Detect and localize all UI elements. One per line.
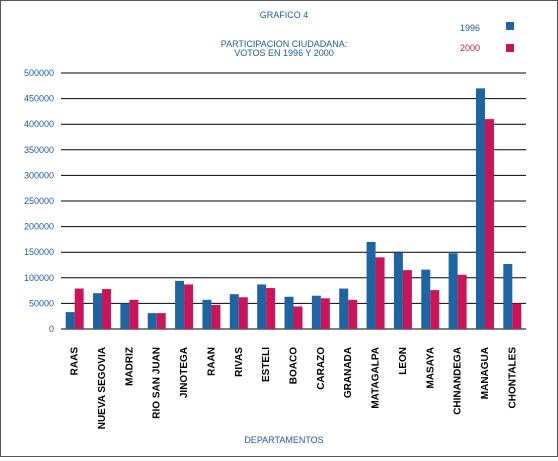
bars [65, 88, 522, 329]
bar-1996-rivas [229, 294, 239, 329]
bar-2000-madriz [129, 299, 139, 329]
bar-1996-jinotega [175, 280, 185, 329]
x-tick-label: RIVAS [234, 347, 245, 377]
chart-title: GRAFICO 4 [260, 10, 309, 20]
bar-1996-masaya [421, 269, 431, 329]
bar-1996-leon [393, 252, 403, 329]
bar-2000-raan [211, 304, 221, 329]
bar-2000-chinandega [457, 274, 467, 329]
y-tick-label: 300000 [24, 170, 54, 180]
x-tick-label: LEON [398, 347, 409, 375]
y-tick-label: 100000 [24, 273, 54, 283]
y-tick-label: 0 [49, 324, 54, 334]
x-tick-label: MATAGALPA [371, 347, 382, 409]
bar-2000-carazo [320, 298, 330, 329]
x-tick-label: ESTELI [261, 347, 272, 382]
x-tick-label: MADRIZ [124, 347, 135, 386]
bar-2000-chontales [512, 303, 522, 329]
bar-2000-rio-san-juan [156, 313, 166, 329]
y-tick-label: 50000 [29, 298, 54, 308]
x-axis-title: DEPARTAMENTOS [244, 435, 323, 445]
x-tick-label: CARAZO [316, 347, 327, 390]
bar-1996-rio-san-juan [147, 313, 157, 329]
bar-2000-raas [74, 288, 84, 329]
y-tick-label: 500000 [24, 68, 54, 78]
legend-swatch-2000 [506, 44, 514, 52]
bar-1996-madriz [120, 303, 130, 329]
bar-1996-raas [65, 312, 75, 329]
x-tick-label: RIO SAN JUAN [152, 347, 163, 419]
chart-subtitle-line-2: VOTOS EN 1996 Y 2000 [234, 48, 334, 58]
y-tick-label: 200000 [24, 222, 54, 232]
x-tick-label: BOACO [289, 347, 300, 384]
bar-1996-raan [202, 299, 212, 329]
legend-swatch-1996 [506, 22, 514, 30]
x-tick-label: MASAYA [425, 347, 436, 389]
bar-2000-masaya [430, 290, 440, 329]
legend-label-2000: 2000 [460, 43, 480, 53]
bar-1996-managua [475, 88, 485, 329]
bar-2000-granada [348, 299, 358, 329]
bar-1996-granada [339, 288, 349, 329]
y-tick-label: 350000 [24, 145, 54, 155]
category-labels: RAAS NUEVA SEGOVIA MADRIZ RIO SAN JUAN JINOT… [70, 347, 519, 430]
bar-2000-matagalpa [375, 257, 385, 329]
y-tick-label: 400000 [24, 119, 54, 129]
x-tick-label: JINOTEGA [179, 347, 190, 398]
bar-1996-boaco [284, 296, 294, 329]
x-tick-label: CHONTALES [507, 347, 518, 409]
bar-2000-esteli [266, 288, 276, 329]
x-tick-label: NUEVA SEGOVIA [97, 347, 108, 429]
x-tick-label: GRANADA [343, 347, 354, 398]
bar-2000-managua [484, 119, 494, 329]
y-tick-label: 150000 [24, 247, 54, 257]
bar-1996-chinandega [448, 253, 458, 329]
x-tick-label: MANAGUA [480, 347, 491, 399]
bar-2000-jinotega [184, 284, 194, 329]
bar-2000-rivas [238, 297, 248, 329]
y-axis-ticks: 5000004500004000003500003000002500002000… [24, 68, 54, 334]
bar-1996-esteli [257, 284, 267, 329]
x-tick-label: RAAN [206, 347, 217, 376]
bar-1996-chontales [503, 263, 513, 329]
bar-1996-matagalpa [366, 241, 376, 329]
x-tick-label: CHINANDEGA [453, 347, 464, 415]
y-tick-label: 250000 [24, 196, 54, 206]
bar-2000-leon [402, 270, 412, 329]
chart-subtitle-line-1: PARTICIPACION CIUDADANA: [221, 39, 348, 49]
bar-1996-nueva-segovia [93, 293, 103, 329]
bar-1996-carazo [311, 295, 321, 329]
bar-2000-nueva-segovia [102, 289, 112, 329]
legend-label-1996: 1996 [460, 23, 480, 33]
y-tick-label: 450000 [24, 94, 54, 104]
bar-2000-boaco [293, 306, 303, 329]
x-tick-label: RAAS [70, 347, 81, 376]
